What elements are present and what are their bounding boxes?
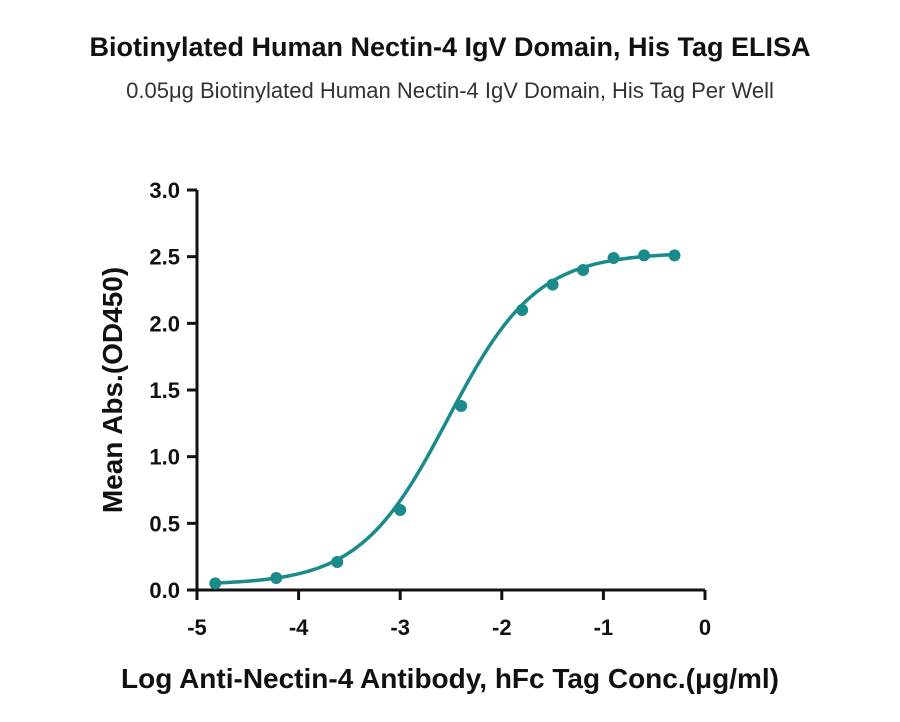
y-tick-label: 0.5 <box>149 511 180 536</box>
y-tick-label: 1.0 <box>149 445 180 470</box>
data-point <box>638 249 651 262</box>
data-point <box>209 577 222 590</box>
chart-title: Biotinylated Human Nectin-4 IgV Domain, … <box>89 32 811 62</box>
y-tick-label: 3.0 <box>149 178 180 203</box>
fit-curve <box>215 252 675 585</box>
data-point <box>546 278 559 291</box>
x-tick-label: -1 <box>594 615 614 640</box>
x-tick-label: -5 <box>187 615 207 640</box>
x-axis-label: Log Anti-Nectin-4 Antibody, hFc Tag Conc… <box>121 663 779 694</box>
y-axis-label: Mean Abs.(OD450) <box>97 267 128 513</box>
data-point <box>394 504 407 516</box>
axes: -5 -4 -3 -2 -1 0 0.0 0.5 1.0 1.5 2.0 2.5 3.0 <box>149 178 711 640</box>
y-tick-label: 0.0 <box>149 578 180 603</box>
chart-subtitle: 0.05μg Biotinylated Human Nectin-4 IgV D… <box>126 78 774 103</box>
data-points <box>209 249 681 590</box>
data-point <box>607 252 620 264</box>
y-tick-label: 2.0 <box>149 311 180 336</box>
data-point <box>668 249 681 262</box>
x-tick-label: -2 <box>492 615 512 640</box>
y-tick-label: 1.5 <box>149 378 180 403</box>
data-point <box>455 400 468 412</box>
data-point <box>270 572 283 584</box>
x-tick-label: -4 <box>289 615 309 640</box>
x-tick-label: 0 <box>699 615 711 640</box>
data-point <box>516 304 529 316</box>
data-point <box>577 264 590 276</box>
y-tick-label: 2.5 <box>149 245 180 270</box>
data-point <box>331 556 344 568</box>
x-tick-label: -3 <box>390 615 410 640</box>
